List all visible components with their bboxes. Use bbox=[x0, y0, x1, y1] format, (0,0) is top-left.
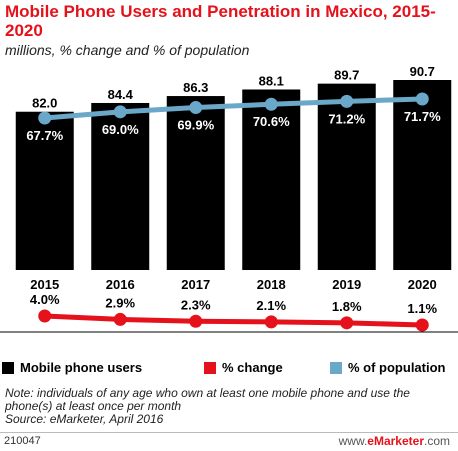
population-line bbox=[44, 96, 423, 121]
legend-swatch-change bbox=[204, 361, 216, 374]
bar-label-2017: 86.3 bbox=[183, 80, 208, 95]
population-label-2015: 67.7% bbox=[26, 128, 63, 143]
bar-2020 bbox=[393, 80, 452, 270]
bar-label-2016: 84.4 bbox=[108, 87, 134, 102]
bar-label-2020: 90.7 bbox=[410, 64, 435, 79]
change-point-2019 bbox=[340, 316, 354, 330]
bar-2018 bbox=[242, 89, 301, 270]
population-label-2020: 71.7% bbox=[404, 109, 441, 124]
legend-label-users: Mobile phone users bbox=[20, 360, 143, 375]
x-tick-2020: 2020 bbox=[408, 277, 437, 292]
bar-2017 bbox=[166, 96, 225, 270]
brand-prefix: www. bbox=[338, 434, 368, 448]
change-label-2019: 1.8% bbox=[332, 299, 362, 314]
chart-id: 210047 bbox=[4, 435, 41, 447]
change-point-2016 bbox=[113, 312, 127, 326]
legend-item-change: % change bbox=[204, 360, 283, 375]
change-point-2017 bbox=[189, 314, 203, 328]
change-label-2018: 2.1% bbox=[256, 298, 286, 313]
change-label-2015: 4.0% bbox=[30, 292, 60, 307]
bar-2016 bbox=[91, 102, 150, 271]
x-tick-2018: 2018 bbox=[257, 277, 286, 292]
chart-subtitle: millions, % change and % of population bbox=[5, 42, 250, 58]
population-point-2016 bbox=[113, 105, 127, 119]
change-label-2017: 2.3% bbox=[181, 297, 211, 312]
legend-item-population: % of population bbox=[330, 360, 445, 375]
change-line bbox=[44, 313, 423, 328]
change-point-2018 bbox=[264, 315, 278, 329]
chart-title: Mobile Phone Users and Penetration in Me… bbox=[5, 2, 436, 40]
legend-label-change: % change bbox=[222, 360, 283, 375]
x-tick-2016: 2016 bbox=[106, 277, 135, 292]
change-point-2015 bbox=[38, 309, 52, 323]
source-text: Source: eMarketer, April 2016 bbox=[5, 412, 164, 426]
footer: 210047 www.eMarketer.com bbox=[0, 432, 458, 451]
note-text: Note: individuals of any age who own at … bbox=[5, 386, 410, 413]
legend-item-users: Mobile phone users bbox=[2, 360, 142, 375]
population-point-2019 bbox=[340, 94, 354, 108]
bar-2019 bbox=[317, 83, 376, 270]
population-label-2019: 71.2% bbox=[328, 111, 365, 126]
brand-suffix: .com bbox=[423, 434, 450, 448]
x-tick-2015: 2015 bbox=[30, 277, 59, 292]
population-point-2018 bbox=[264, 97, 278, 111]
legend: Mobile phone users % change % of populat… bbox=[2, 360, 458, 380]
legend-swatch-users bbox=[2, 361, 14, 374]
chart-area: 82.0 2015 84.4 2016 86.3 2017 88.1 2018 89.7 2019… bbox=[0, 64, 458, 333]
population-label-2016: 69.0% bbox=[102, 122, 139, 137]
legend-label-population: % of population bbox=[348, 360, 446, 375]
change-point-2020 bbox=[415, 318, 429, 332]
population-label-2018: 70.6% bbox=[253, 114, 290, 129]
bar-label-2015: 82.0 bbox=[32, 96, 57, 111]
brand-link[interactable]: www.eMarketer.com bbox=[339, 434, 450, 448]
population-point-2015 bbox=[38, 111, 52, 125]
change-label-2016: 2.9% bbox=[105, 295, 135, 310]
bar-label-2019: 89.7 bbox=[334, 68, 359, 83]
population-label-2017: 69.9% bbox=[177, 118, 214, 133]
brand-name: eMarketer bbox=[367, 434, 424, 448]
x-tick-2017: 2017 bbox=[181, 277, 210, 292]
x-tick-2019: 2019 bbox=[332, 277, 361, 292]
population-point-2020 bbox=[415, 92, 429, 106]
legend-swatch-population bbox=[330, 361, 342, 374]
change-label-2020: 1.1% bbox=[407, 301, 437, 316]
bar-label-2018: 88.1 bbox=[259, 73, 284, 88]
footnote: Note: individuals of any age who own at … bbox=[5, 387, 455, 426]
bar-2015 bbox=[15, 111, 74, 270]
population-point-2017 bbox=[189, 101, 203, 115]
